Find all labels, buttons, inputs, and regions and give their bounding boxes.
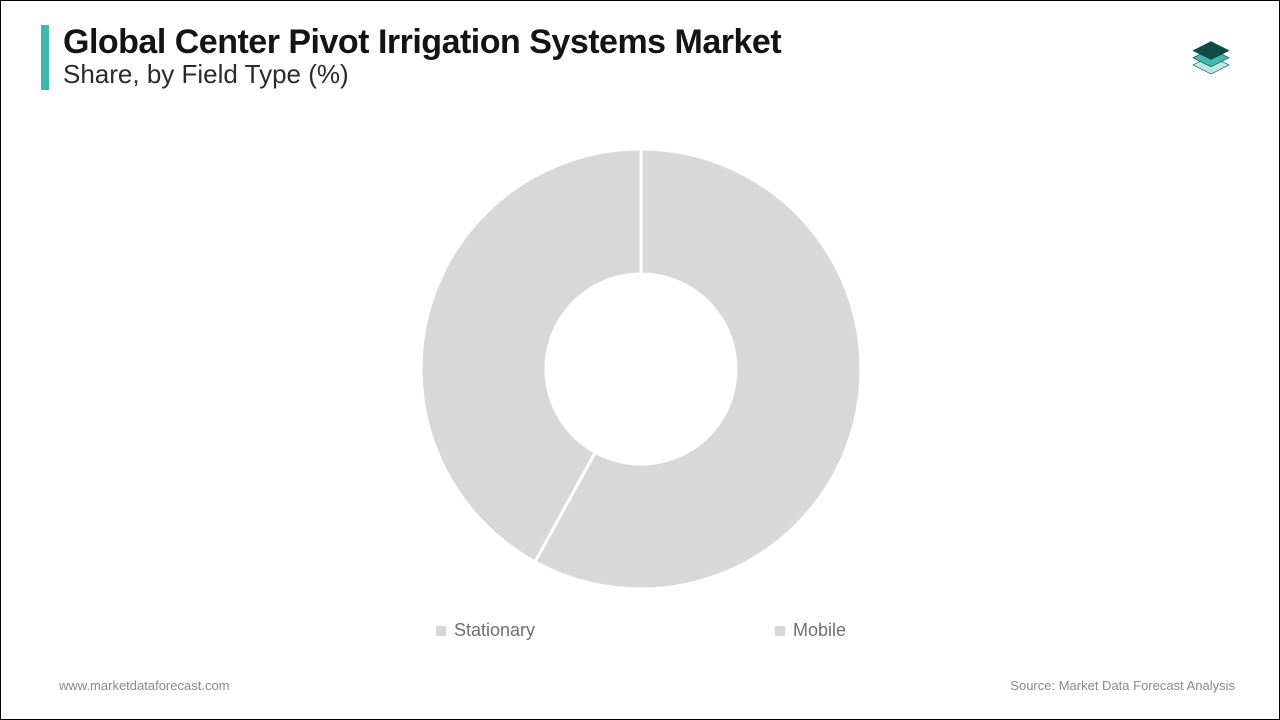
legend-marker-icon	[775, 626, 785, 636]
header: Global Center Pivot Irrigation Systems M…	[41, 25, 781, 90]
accent-bar	[41, 25, 49, 90]
legend-item-stationary: Stationary	[436, 620, 535, 641]
layers-icon	[1181, 23, 1241, 83]
title-block: Global Center Pivot Irrigation Systems M…	[63, 25, 781, 90]
legend-label: Stationary	[454, 620, 535, 641]
page-title: Global Center Pivot Irrigation Systems M…	[63, 25, 781, 61]
page-subtitle: Share, by Field Type (%)	[63, 59, 781, 90]
legend: Stationary Mobile	[1, 620, 1280, 641]
legend-marker-icon	[436, 626, 446, 636]
legend-item-mobile: Mobile	[775, 620, 846, 641]
legend-label: Mobile	[793, 620, 846, 641]
donut-svg	[411, 139, 871, 599]
footer-url: www.marketdataforecast.com	[59, 678, 230, 693]
brand-logo	[1181, 23, 1241, 83]
footer-source: Source: Market Data Forecast Analysis	[1010, 678, 1235, 693]
donut-chart	[1, 131, 1280, 606]
